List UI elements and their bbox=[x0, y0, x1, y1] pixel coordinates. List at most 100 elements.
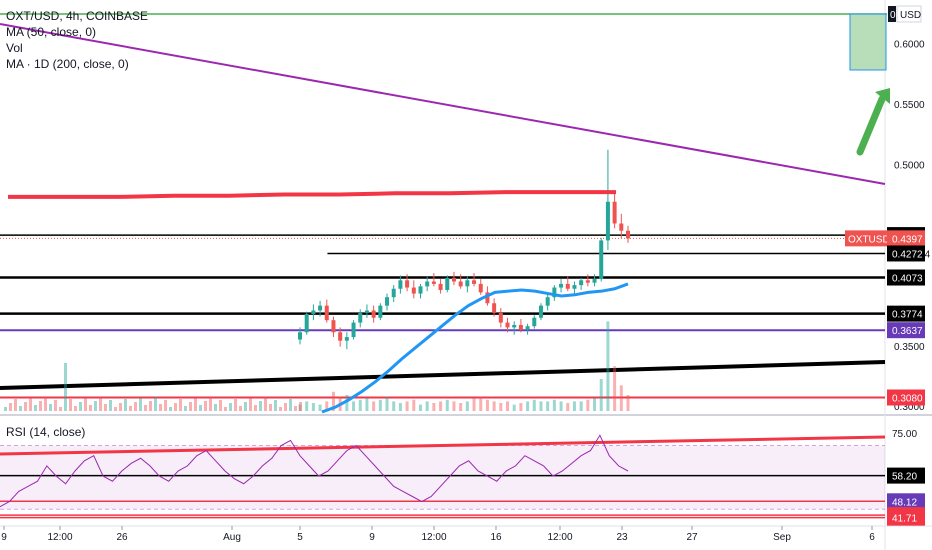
volume-bar bbox=[29, 398, 32, 411]
volume-bar bbox=[79, 402, 82, 411]
legend-symbol[interactable]: OXT/USD, 4h, COINBASE bbox=[6, 9, 149, 23]
price-tag-label: 0.4272 bbox=[892, 249, 923, 260]
volume-bar bbox=[566, 403, 570, 411]
symbol-tag-bg bbox=[845, 230, 887, 247]
volume-bar bbox=[352, 401, 356, 411]
candle-body bbox=[518, 325, 523, 330]
volume-bar bbox=[109, 400, 112, 411]
time-tick-label: 6 bbox=[869, 532, 875, 543]
volume-bar bbox=[593, 398, 597, 411]
currency-label: USD bbox=[900, 10, 921, 21]
candle-body bbox=[344, 337, 349, 341]
volume-bar bbox=[149, 401, 152, 411]
candle-body bbox=[545, 297, 550, 306]
rsi-tag-bg bbox=[887, 509, 925, 526]
candle-body bbox=[438, 283, 443, 290]
volume-bar bbox=[499, 403, 503, 411]
volume-bar bbox=[311, 403, 315, 411]
rsi-legend: RSI (14, close) bbox=[6, 424, 85, 440]
volume-bar bbox=[331, 391, 335, 411]
target-arrow-shaft bbox=[856, 95, 886, 156]
candle-body bbox=[451, 277, 456, 282]
volume-bar bbox=[49, 404, 52, 411]
top-tag-label: 0 bbox=[890, 10, 896, 21]
volume-bar bbox=[572, 401, 576, 411]
volume-bar bbox=[194, 398, 197, 411]
candle-body bbox=[405, 280, 410, 288]
volume-bar bbox=[586, 399, 590, 411]
candle-body bbox=[498, 312, 503, 323]
volume-bar bbox=[365, 398, 369, 411]
top-tag-bg bbox=[888, 6, 896, 22]
legend-ma200[interactable]: MA · 1D (200, close, 0) bbox=[6, 57, 129, 71]
candle-body bbox=[585, 280, 590, 283]
time-tick-label: 9 bbox=[369, 532, 375, 543]
volume-bar bbox=[445, 399, 449, 411]
candle-body bbox=[626, 230, 630, 239]
volume-bar bbox=[439, 401, 443, 411]
legend-rsi[interactable]: RSI (14, close) bbox=[6, 425, 86, 439]
candle-body bbox=[425, 281, 430, 287]
time-tick-label: 5 bbox=[297, 532, 303, 543]
candle-body bbox=[418, 286, 423, 294]
legend-ma50[interactable]: MA (50, close, 0) bbox=[6, 25, 97, 39]
volume-bar bbox=[179, 399, 182, 411]
candle-body bbox=[579, 280, 584, 286]
price-tick-label: 0.3500 bbox=[894, 342, 925, 353]
ma50-line bbox=[321, 282, 629, 414]
volume-bar bbox=[14, 399, 17, 411]
time-tick-label: 27 bbox=[686, 532, 698, 543]
candle-body bbox=[358, 312, 363, 323]
volume-bar bbox=[318, 404, 322, 411]
time-tick-label: 23 bbox=[616, 532, 628, 543]
volume-bar bbox=[89, 405, 92, 411]
price-tag-label: 0.4073 bbox=[892, 274, 923, 285]
rsi-line bbox=[0, 434, 629, 508]
volume-bar bbox=[299, 402, 302, 411]
volume-bar bbox=[204, 401, 207, 411]
price-tag-bg bbox=[887, 305, 925, 322]
candle-body bbox=[505, 322, 510, 328]
volume-bar bbox=[219, 400, 222, 411]
symbol-tag-label: OXTUSD bbox=[848, 234, 890, 245]
volume-bar bbox=[39, 401, 42, 411]
volume-bar bbox=[425, 401, 429, 411]
volume-bar bbox=[599, 379, 603, 411]
candle-body bbox=[492, 303, 497, 313]
price-tag-label: 0.3080 bbox=[892, 394, 923, 405]
volume-bar bbox=[325, 401, 329, 411]
volume-bar bbox=[174, 403, 177, 411]
candle-body bbox=[592, 279, 597, 283]
volume-bar bbox=[269, 404, 272, 411]
volume-bar bbox=[506, 401, 510, 411]
volume-bar bbox=[24, 402, 27, 411]
rsi-tag-label: 58.20 bbox=[892, 472, 917, 483]
candle-body bbox=[612, 201, 617, 224]
volume-bar bbox=[44, 397, 47, 411]
legend-vol[interactable]: Vol bbox=[6, 41, 23, 55]
volume-bar bbox=[84, 398, 87, 411]
volume-bar bbox=[199, 405, 202, 411]
volume-bar bbox=[372, 401, 376, 411]
time-axis: 9 12:00 26 Aug 5 9 12:00 16 12:00 23 27 Sep 6 bbox=[1, 526, 875, 543]
candle-body bbox=[304, 314, 309, 333]
candle-body bbox=[318, 305, 323, 311]
volume-bar bbox=[34, 405, 37, 411]
volume-bar bbox=[239, 406, 242, 411]
volume-bar bbox=[539, 401, 543, 411]
volume-bar bbox=[298, 404, 302, 411]
time-tick-label: 12:00 bbox=[421, 532, 446, 543]
volume-bar bbox=[358, 399, 362, 411]
volume-bar bbox=[64, 363, 67, 411]
volume-bar bbox=[129, 406, 132, 411]
candle-body bbox=[398, 280, 403, 289]
time-tick-label: Sep bbox=[773, 532, 791, 543]
volume-bar bbox=[559, 401, 563, 411]
time-tick-label: 12:00 bbox=[47, 532, 72, 543]
candle-body bbox=[385, 297, 390, 306]
candle-body bbox=[331, 320, 336, 333]
volume-bar bbox=[244, 402, 247, 411]
rsi-tag-bg bbox=[887, 424, 925, 441]
